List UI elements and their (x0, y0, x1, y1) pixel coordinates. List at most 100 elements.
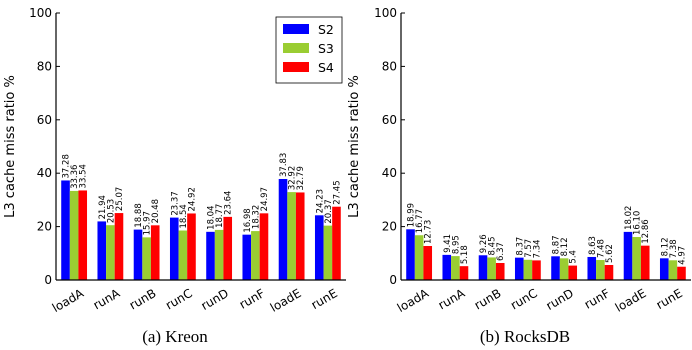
bar-S4-runA (114, 213, 124, 280)
data-label: 18.02 (624, 206, 634, 230)
y-tick-label: 100 (29, 6, 52, 20)
bar-S4-loadA (423, 246, 433, 280)
bar-S3-runC (523, 259, 533, 280)
bar-S3-runA (451, 256, 460, 280)
bar-S4-runF (259, 213, 269, 280)
data-label: 33.36 (70, 165, 80, 189)
bar-S4-runE (332, 206, 341, 280)
y-tick-label: 60 (37, 113, 52, 127)
x-tick-label: runA (91, 286, 123, 313)
bar-S3-runB (142, 237, 151, 280)
y-tick-label: 40 (382, 166, 397, 180)
bar-S2-runD (551, 256, 560, 280)
data-label: 8.12 (560, 237, 570, 256)
bar-S3-loadA (414, 235, 424, 280)
x-tick-label: runE (654, 286, 685, 312)
bar-S2-runE (659, 258, 669, 280)
data-label: 7.57 (524, 239, 534, 258)
panel-caption: (b) RocksDB (480, 327, 570, 346)
y-tick-label: 80 (37, 59, 52, 73)
data-label: 33.54 (79, 164, 89, 188)
panel-caption: (a) Kreon (142, 327, 208, 346)
x-tick-label: runE (309, 286, 340, 312)
bar-S2-runC (169, 217, 179, 280)
x-tick-label: loadE (613, 286, 649, 315)
bar-S4-runB (150, 225, 160, 280)
legend-swatch-S4 (283, 62, 309, 72)
bar-S4-loadE (295, 192, 305, 280)
data-label: 8.12 (660, 237, 670, 256)
data-label: 9.26 (479, 234, 489, 253)
y-tick-label: 0 (44, 273, 52, 287)
data-label: 25.07 (115, 187, 125, 211)
data-label: 20.53 (106, 199, 116, 223)
x-tick-label: runD (544, 286, 576, 313)
data-label: 6.37 (496, 242, 506, 261)
data-label: 27.45 (332, 180, 342, 204)
bar-S3-loadA (69, 190, 79, 280)
data-label: 18.54 (179, 204, 189, 228)
data-label: 16.77 (415, 209, 425, 233)
bar-S4-runC (187, 213, 196, 280)
data-label: 24.97 (260, 187, 270, 211)
data-label: 4.97 (677, 246, 687, 265)
data-label: 20.48 (151, 199, 161, 223)
y-tick-label: 0 (389, 273, 397, 287)
data-label: 9.41 (443, 234, 453, 253)
bar-S2-runB (478, 255, 488, 280)
x-tick-label: loadE (268, 286, 304, 315)
data-label: 7.48 (596, 239, 606, 258)
bar-S3-runA (106, 225, 115, 280)
bar-S4-runD (568, 265, 578, 280)
bar-S2-loadA (61, 180, 70, 280)
bar-S4-runA (459, 266, 469, 280)
bar-S4-runD (223, 216, 233, 280)
legend-swatch-S2 (283, 24, 309, 34)
data-label: 15.97 (143, 211, 153, 235)
x-tick-label: runC (163, 286, 195, 312)
data-label: 12.73 (424, 220, 434, 244)
data-label: 20.37 (324, 199, 334, 223)
data-label: 24.23 (315, 189, 325, 213)
bar-S2-runB (133, 229, 143, 280)
bar-S2-loadE (278, 178, 288, 280)
y-tick-label: 80 (382, 59, 397, 73)
data-label: 7.34 (532, 239, 542, 258)
y-tick-label: 40 (37, 166, 52, 180)
x-tick-label: runA (436, 286, 468, 313)
bar-S3-loadE (287, 192, 296, 280)
x-tick-label: runC (508, 286, 540, 312)
bar-S2-loadA (406, 229, 415, 280)
x-tick-label: runB (472, 286, 504, 312)
bar-S4-loadE (640, 245, 650, 280)
data-label: 32.79 (296, 166, 306, 190)
data-label: 5.18 (460, 245, 470, 264)
data-label: 8.95 (451, 235, 461, 254)
data-label: 37.28 (62, 154, 72, 178)
data-label: 8.63 (588, 236, 598, 255)
bar-S2-runF (587, 256, 597, 280)
legend-swatch-S3 (283, 43, 309, 53)
data-label: 5.4 (569, 250, 579, 264)
legend-label: S2 (318, 22, 334, 37)
x-tick-label: loadA (395, 286, 432, 315)
bar-S2-runA (97, 221, 107, 280)
bar-S3-runD (214, 229, 224, 280)
bar-S4-loadA (78, 190, 88, 280)
x-tick-label: runB (127, 286, 159, 312)
x-tick-label: runF (582, 286, 613, 312)
bar-S4-runB (495, 262, 505, 280)
data-label: 18.77 (215, 204, 225, 228)
data-label: 8.87 (552, 235, 562, 254)
data-label: 23.37 (170, 191, 180, 215)
y-axis-label: L3 cache miss ratio % (347, 75, 362, 218)
data-label: 32.92 (288, 166, 298, 190)
data-label: 18.32 (251, 205, 261, 229)
legend-label: S4 (318, 60, 334, 75)
data-label: 18.99 (407, 203, 417, 227)
bar-S4-runE (677, 266, 686, 280)
y-tick-label: 60 (382, 113, 397, 127)
bar-S3-runB (487, 257, 496, 280)
